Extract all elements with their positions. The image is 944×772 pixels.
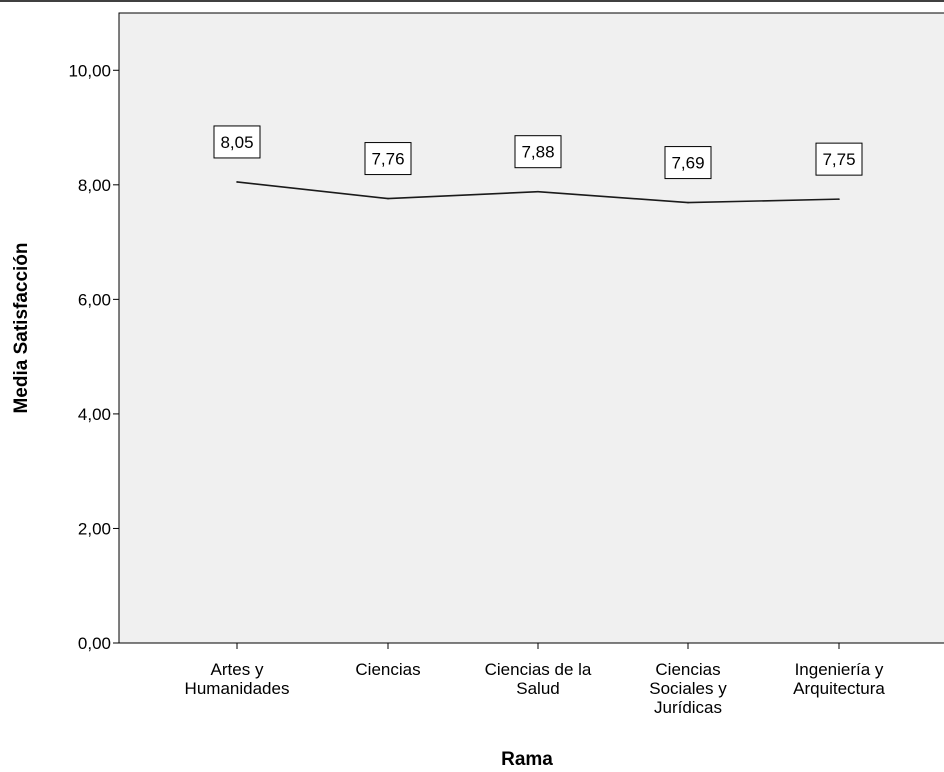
x-tick-label: Ciencias de la Salud (485, 660, 592, 698)
data-labels-group: 8,05 7,76 7,88 7,69 7,75 (213, 125, 863, 180)
x-tick-label-line: Jurídicas (654, 698, 722, 717)
data-label-text: 8,05 (220, 133, 253, 152)
x-tick-label-line: Ciencias de la (485, 660, 592, 679)
data-label-box (213, 125, 261, 159)
data-label: 7,76 (364, 142, 412, 176)
y-tick-label: 6,00 (78, 290, 111, 309)
data-label-box (364, 142, 412, 176)
series-group (236, 181, 840, 204)
x-tick-label: Ciencias (355, 660, 420, 679)
series-line-segment (537, 190, 689, 204)
x-axis-title: Rama (501, 749, 553, 767)
y-axis-title: Media Satisfacción (11, 242, 32, 413)
data-point (387, 197, 389, 200)
data-point (537, 190, 539, 193)
x-tick-label-line: Artes y (211, 660, 264, 679)
data-label: 7,75 (815, 142, 863, 176)
series-line-segment (687, 198, 840, 204)
y-tick-label: 8,00 (78, 176, 111, 195)
x-tick-label-line: Sociales y (649, 679, 727, 698)
x-axis: Artes y Humanidades Ciencias Ciencias de la… (185, 643, 885, 717)
data-label-text: 7,75 (822, 150, 855, 169)
data-label-box (815, 142, 863, 176)
x-tick-label-line: Ciencias (655, 660, 720, 679)
x-tick-label-line: Salud (516, 679, 559, 698)
data-label-text: 7,69 (671, 154, 704, 173)
data-label-box (664, 146, 712, 180)
data-label: 8,05 (213, 125, 261, 159)
plot-area (118, 12, 944, 644)
series-line-segment (236, 181, 389, 200)
y-axis: 0,00 2,00 4,00 6,00 8,00 10,00 (68, 61, 119, 653)
x-tick-label-line: Humanidades (185, 679, 290, 698)
y-tick-label: 10,00 (68, 61, 111, 80)
y-tick-label: 2,00 (78, 519, 111, 538)
series-line-segment (387, 190, 539, 200)
y-tick-label: 4,00 (78, 405, 111, 424)
data-point (687, 201, 689, 204)
x-tick-label: Ciencias Sociales y Jurídicas (649, 660, 727, 717)
data-label: 7,69 (664, 146, 712, 180)
data-label-text: 7,76 (371, 150, 404, 169)
data-label-text: 7,88 (521, 143, 554, 162)
data-point (236, 181, 238, 183)
data-label-box (514, 135, 562, 169)
x-tick-label-line: Ingeniería y (795, 660, 884, 679)
data-label: 7,88 (514, 135, 562, 169)
y-tick-label: 0,00 (78, 634, 111, 653)
x-tick-label-line: Ciencias (355, 660, 420, 679)
x-tick-label: Ingeniería y Arquitectura (793, 660, 885, 698)
x-tick-label-line: Arquitectura (793, 679, 885, 698)
x-tick-label: Artes y Humanidades (185, 660, 290, 698)
data-point (838, 198, 840, 200)
